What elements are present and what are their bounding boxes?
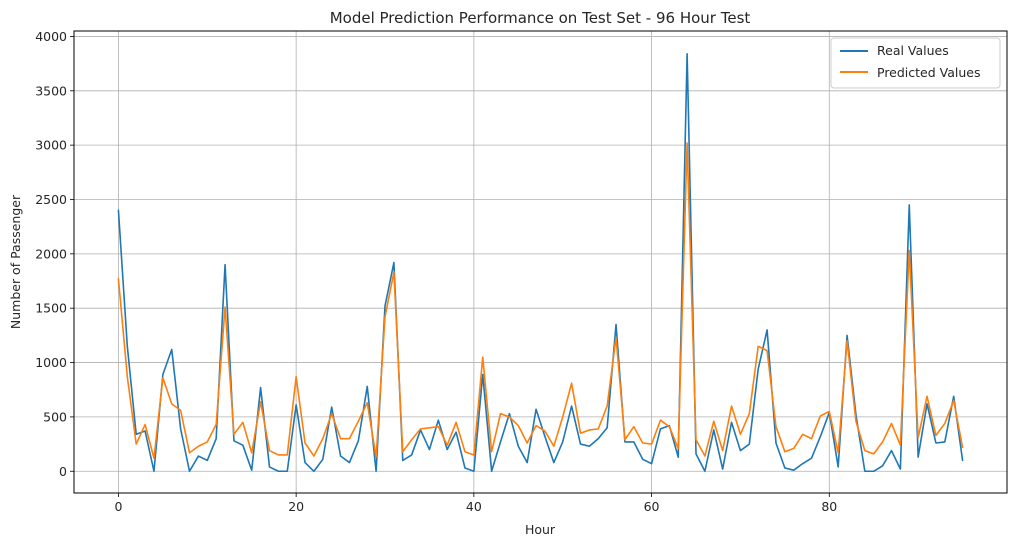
y-tick-label: 1000 [35, 355, 67, 370]
x-tick-label: 60 [644, 499, 660, 514]
x-tick-label: 0 [114, 499, 122, 514]
y-tick-label: 3000 [35, 138, 67, 153]
ticks: 0 20 40 60 80 0 500 1000 1500 2000 2500 3000 3500 400… [35, 29, 837, 514]
y-tick-label: 0 [59, 464, 67, 479]
chart-title: Model Prediction Performance on Test Set… [330, 9, 751, 27]
series-lines [117, 53, 964, 473]
plot-frame [73, 30, 1008, 494]
x-tick-label: 20 [288, 499, 304, 514]
y-tick-label: 500 [43, 409, 67, 424]
y-axis-label: Number of Passenger [8, 194, 23, 329]
y-tick-label: 1500 [35, 301, 67, 316]
x-tick-label: 40 [466, 499, 482, 514]
legend-box [830, 37, 1001, 89]
grid [74, 31, 1007, 493]
x-axis-label: Hour [525, 522, 556, 537]
x-tick-label: 80 [821, 499, 837, 514]
legend: Real Values Predicted Values [830, 37, 1001, 89]
legend-label-real: Real Values [877, 43, 949, 58]
y-tick-label: 2500 [35, 192, 67, 207]
legend-label-predicted: Predicted Values [877, 65, 981, 80]
y-tick-label: 4000 [35, 29, 67, 44]
y-tick-label: 2000 [35, 246, 67, 261]
predicted-values-line [117, 142, 964, 460]
real-values-line [117, 53, 964, 473]
y-tick-label: 3500 [35, 83, 67, 98]
